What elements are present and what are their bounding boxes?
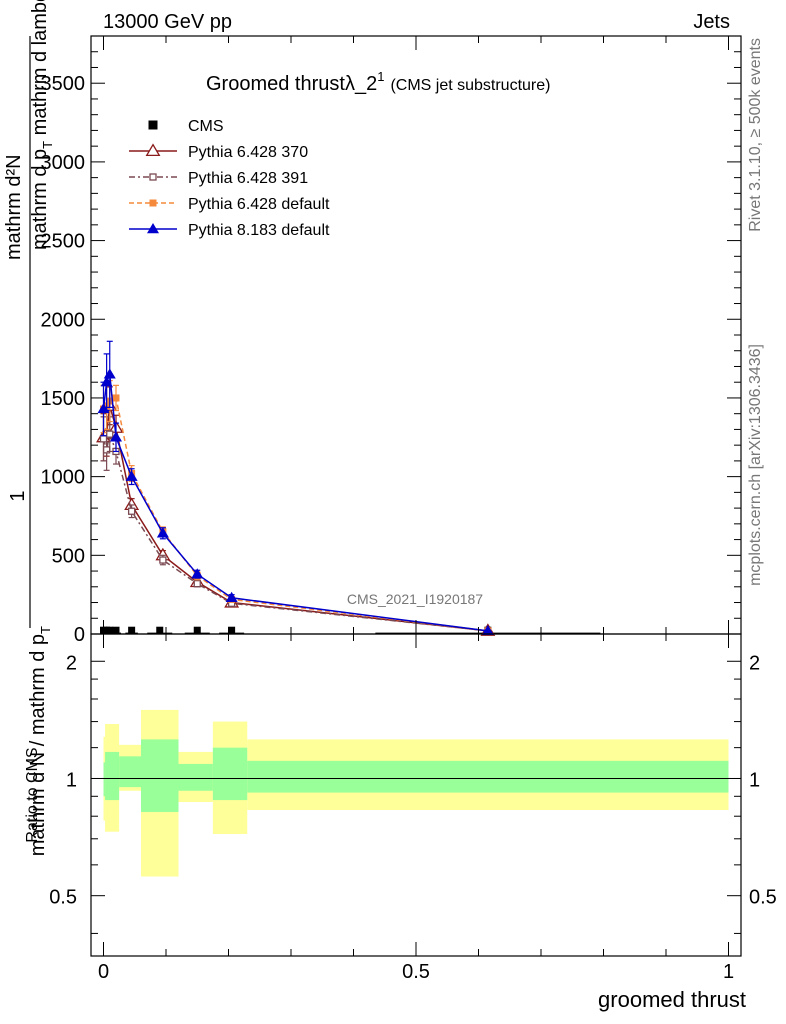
- ratio-ylabel: Ratio to CMS: [24, 747, 41, 842]
- data-point: [193, 579, 201, 588]
- legend-label: Pythia 6.428 370: [188, 144, 308, 161]
- data-point: [112, 626, 120, 634]
- legend-entry: Pythia 6.428 default: [129, 196, 330, 213]
- data-point: [159, 556, 167, 564]
- legend-label: Pythia 6.428 default: [188, 196, 330, 213]
- rivet-label: Rivet 3.1.10, ≥ 500k events: [747, 38, 764, 232]
- chart-title: Groomed thrustλ_21(CMS jet substructure): [206, 69, 550, 95]
- data-point: [193, 626, 201, 634]
- data-point: [112, 394, 120, 402]
- data-point: [225, 591, 238, 603]
- header-right: Jets: [693, 11, 730, 33]
- main-ytick-label: 3500: [41, 73, 86, 95]
- main-ytick-label: 500: [52, 545, 85, 567]
- ratio-band-inner: [103, 762, 106, 797]
- ratio-band-inner: [141, 739, 179, 813]
- series-line: [102, 396, 488, 632]
- data-point: [103, 368, 116, 379]
- ratio-ytick-label-right: 2: [749, 652, 760, 674]
- main-ytick-label: 1500: [41, 388, 86, 410]
- ratio-band-inner: [212, 747, 248, 801]
- svg-text:mathrm d N / mathrm d pT: mathrm d N / mathrm d pT: [27, 626, 53, 856]
- data-point: [99, 435, 108, 443]
- main-ytick-label: 2000: [41, 309, 86, 331]
- legend-marker: [147, 223, 159, 234]
- data-point: [106, 430, 114, 438]
- data-point: [125, 470, 138, 481]
- data-point: [191, 568, 204, 579]
- legend-entry: CMS: [148, 118, 224, 135]
- ratio-band-inner: [247, 760, 729, 793]
- main-panel: 0 500 1000 1500 2000 2500 3000 3500 CMS_2021_I1…: [41, 35, 742, 646]
- legend-label: CMS: [188, 118, 224, 135]
- ratio-ytick-label-right: 1: [749, 769, 760, 791]
- ratio-axis-ticks: 0.5 0.5 1 1 2 2: [49, 652, 777, 934]
- watermark: CMS_2021_I1920187: [347, 591, 483, 607]
- data-point: [128, 626, 136, 634]
- ratio-ytick-label-right: 0.5: [749, 887, 777, 909]
- svg-text:1: 1: [7, 490, 29, 501]
- main-ytick-label: 1000: [41, 467, 86, 489]
- legend-entry: Pythia 8.183 default: [129, 222, 330, 239]
- data-point: [156, 626, 164, 634]
- data-point: [106, 626, 114, 634]
- main-axis-ticks: 0 500 1000 1500 2000 2500 3000 3500: [41, 51, 741, 646]
- mcplots-label: mcplots.cern.ch [arXiv:1306.3436]: [747, 344, 764, 586]
- legend: CMS Pythia 6.428 370 Pythia 6.428 391 Pythi…: [129, 118, 330, 239]
- xtick-label: 0: [98, 961, 109, 983]
- legend-marker: [148, 120, 158, 130]
- legend-marker: [149, 199, 157, 207]
- data-point: [110, 431, 122, 442]
- x-axis-ticks: 0 0.5 1: [98, 36, 734, 983]
- main-ytick-label: 3000: [41, 152, 86, 174]
- ratio-ytick-label: 0.5: [49, 887, 77, 909]
- data-point: [481, 624, 494, 636]
- main-ytick-label: 2500: [41, 231, 86, 253]
- legend-marker: [145, 143, 161, 157]
- series-4: [97, 340, 494, 636]
- xtick-label: 1: [723, 961, 734, 983]
- ratio-panel: 0.5 0.5 1 1 2 2 Ratio to CMS: [24, 633, 777, 957]
- data-point: [156, 527, 169, 538]
- ratio-band-inner: [178, 763, 213, 791]
- ratio-ytick-label: 1: [66, 769, 77, 791]
- header-left: 13000 GeV pp: [103, 11, 232, 33]
- legend-marker: [149, 173, 157, 181]
- svg-text:mathrm d²N: mathrm d²N: [3, 154, 25, 260]
- main-ylabel: 1 mathrm d N / mathrm d pT mathrm d²N ma…: [3, 0, 55, 856]
- legend-entry: Pythia 6.428 391: [129, 170, 308, 187]
- ratio-ytick-label: 2: [66, 652, 77, 674]
- x-axis-label: groomed thrust: [598, 987, 746, 1012]
- ratio-band-inner: [105, 751, 120, 801]
- data-point: [127, 507, 136, 515]
- svg-text:mathrm d pT mathrm d lambda: mathrm d pT mathrm d lambda: [29, 0, 55, 250]
- series-0: [100, 626, 601, 634]
- legend-entry: Pythia 6.428 370: [129, 143, 308, 161]
- ratio-band-inner: [119, 756, 141, 788]
- legend-label: Pythia 6.428 391: [188, 170, 308, 187]
- legend-label: Pythia 8.183 default: [188, 222, 330, 239]
- xtick-label: 0.5: [402, 961, 430, 983]
- data-point: [228, 626, 236, 634]
- main-ytick-label: 0: [74, 624, 85, 646]
